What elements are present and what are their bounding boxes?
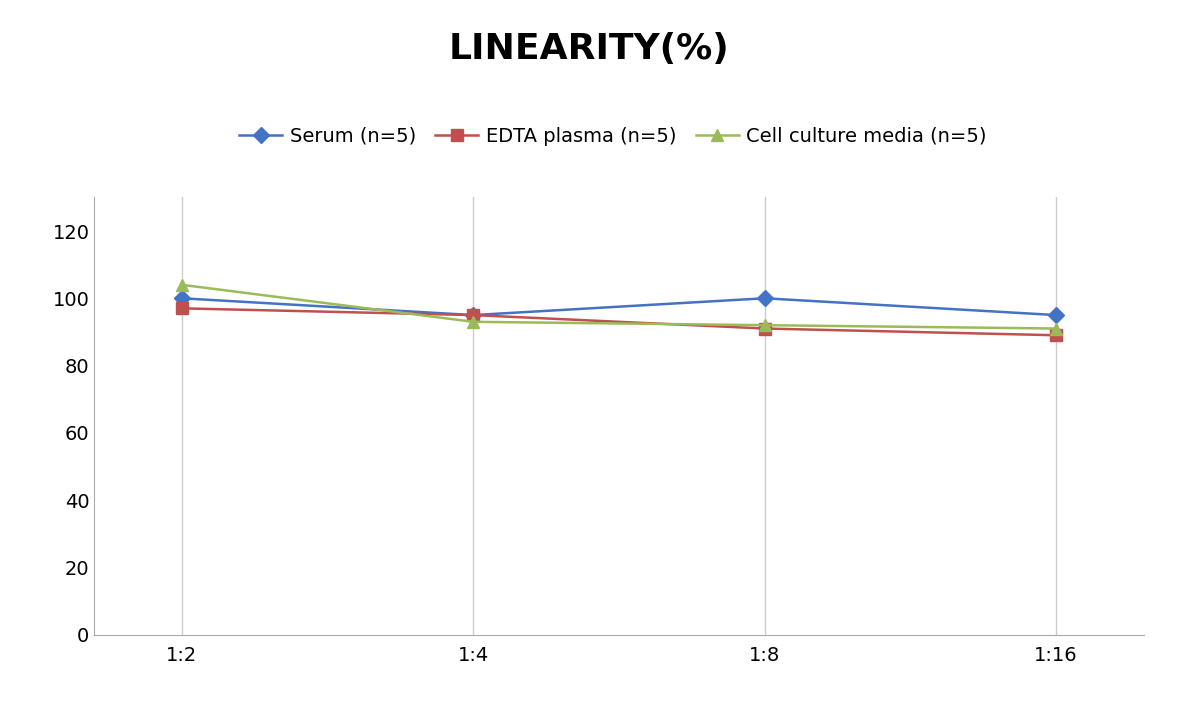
Legend: Serum (n=5), EDTA plasma (n=5), Cell culture media (n=5): Serum (n=5), EDTA plasma (n=5), Cell cul… [231,119,995,154]
Cell culture media (n=5) [466,317,480,326]
Serum (n=5) [174,294,189,302]
Serum (n=5) [466,311,480,319]
Text: LINEARITY(%): LINEARITY(%) [449,32,730,66]
Line: Serum (n=5): Serum (n=5) [176,293,1062,321]
Serum (n=5) [1049,311,1063,319]
EDTA plasma (n=5) [174,304,189,312]
Cell culture media (n=5) [1049,324,1063,333]
EDTA plasma (n=5) [1049,331,1063,340]
Cell culture media (n=5) [758,321,772,329]
Cell culture media (n=5) [174,281,189,289]
Line: Cell culture media (n=5): Cell culture media (n=5) [176,279,1062,334]
Serum (n=5) [758,294,772,302]
Line: EDTA plasma (n=5): EDTA plasma (n=5) [176,303,1062,341]
EDTA plasma (n=5) [466,311,480,319]
EDTA plasma (n=5) [758,324,772,333]
